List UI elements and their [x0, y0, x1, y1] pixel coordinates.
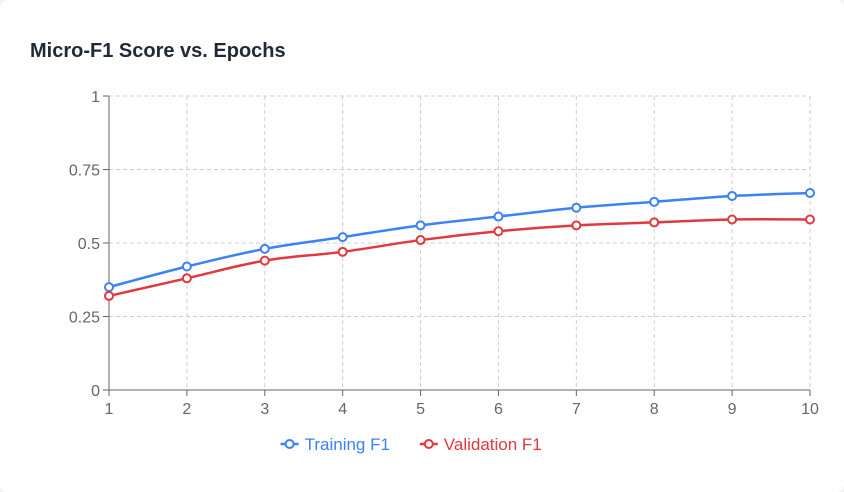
y-tick-label: 1 [91, 89, 100, 106]
x-tick-label: 2 [182, 401, 191, 418]
legend-swatch-marker [423, 439, 434, 449]
y-tick-label: 0 [91, 383, 100, 400]
data-point-training-f1 [649, 196, 660, 207]
x-tick-label: 6 [494, 401, 503, 418]
legend-swatch-marker [284, 439, 295, 449]
data-point-training-f1 [727, 190, 738, 201]
axes: 0 0.25 0.5 0.75 1 1 2 3 4 5 6 7 8 9 10 [69, 89, 819, 418]
data-point-validation-f1 [104, 290, 114, 301]
data-point-training-f1 [181, 261, 192, 272]
chart-title: Micro-F1 Score vs. Epochs [30, 40, 286, 62]
x-tick-label: 3 [260, 401, 269, 418]
data-point-training-f1 [493, 211, 504, 222]
x-tick-label: 4 [338, 401, 347, 418]
legend-label: Training F1 [305, 435, 390, 454]
grid [109, 95, 811, 390]
legend-item-validation-f1[interactable]: Validation F1 [419, 435, 542, 454]
data-point-validation-f1 [337, 246, 348, 257]
data-point-validation-f1 [805, 214, 815, 225]
data-point-training-f1 [805, 188, 815, 199]
series-line-training-f1 [108, 191, 811, 289]
x-tick-label: 9 [728, 401, 737, 418]
data-point-training-f1 [259, 243, 270, 254]
data-point-training-f1 [104, 282, 114, 293]
data-point-validation-f1 [493, 226, 504, 237]
data-point-validation-f1 [181, 273, 192, 284]
series-line-validation-f1 [108, 217, 811, 298]
legend-label: Validation F1 [444, 435, 542, 454]
data-point-validation-f1 [415, 235, 426, 246]
x-tick-label: 7 [572, 401, 581, 418]
x-tick-label: 1 [105, 401, 114, 418]
data-point-validation-f1 [259, 255, 270, 266]
y-tick-label: 0.25 [69, 310, 100, 327]
y-tick-label: 0.75 [69, 163, 100, 180]
x-tick-label: 10 [801, 401, 819, 418]
y-tick-label: 0.5 [78, 236, 100, 253]
data-point-validation-f1 [727, 214, 738, 225]
data-point-training-f1 [415, 220, 426, 231]
data-point-training-f1 [571, 202, 582, 213]
legend-item-training-f1[interactable]: Training F1 [280, 435, 390, 454]
legend[interactable]: Training F1 Validation F1 [280, 435, 542, 454]
data-point-validation-f1 [571, 220, 582, 231]
x-tick-label: 5 [416, 401, 425, 418]
series-lines [104, 188, 815, 301]
x-tick-label: 8 [650, 401, 659, 418]
data-point-training-f1 [337, 232, 348, 243]
data-point-validation-f1 [649, 217, 660, 228]
